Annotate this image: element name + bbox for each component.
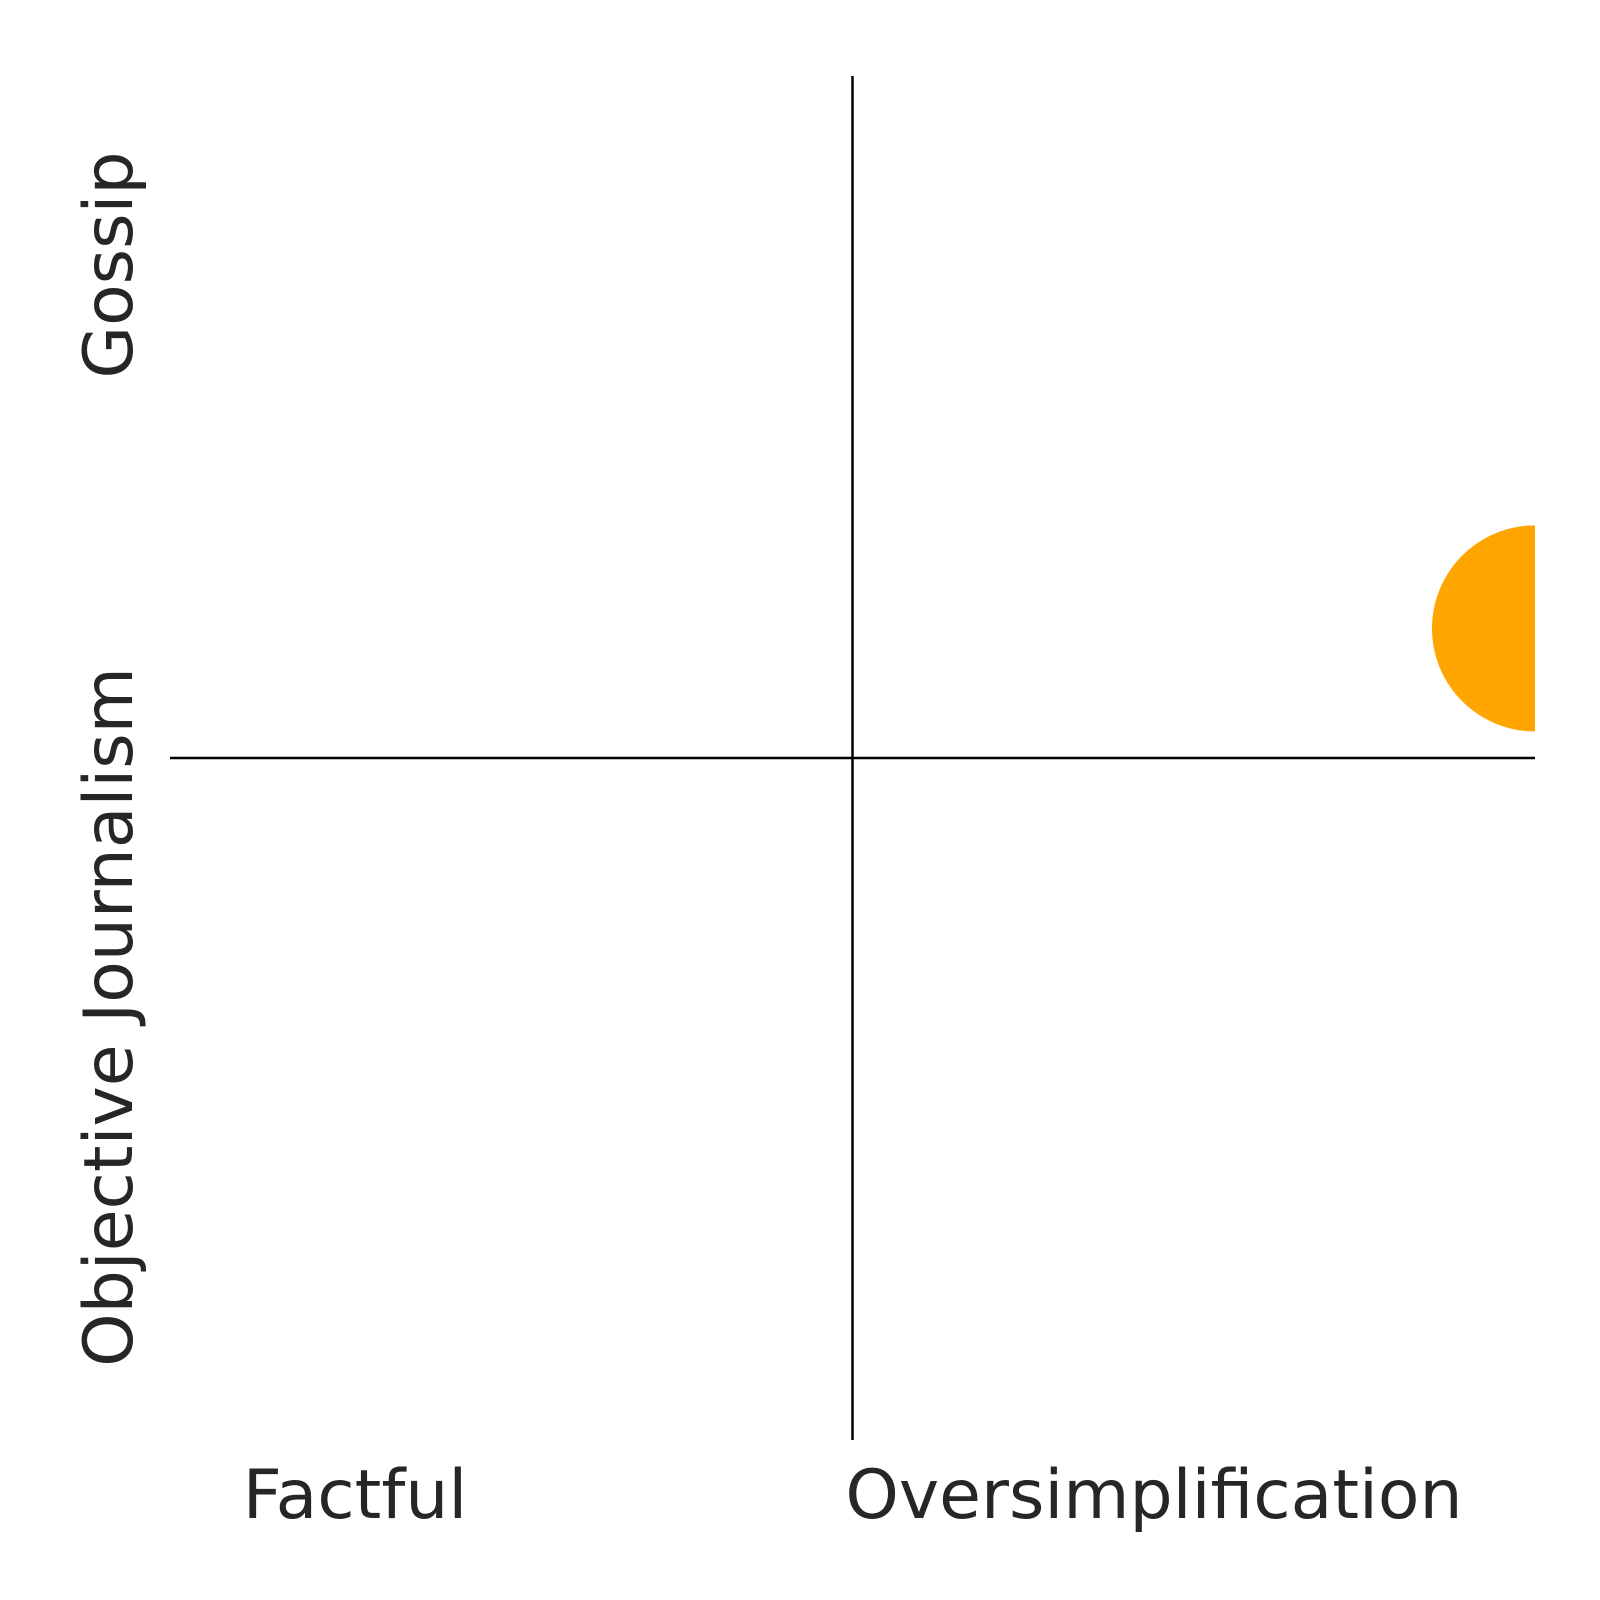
x-axis-label-left: Factful [243, 1456, 468, 1535]
y-axis-label-top: Gossip [70, 151, 149, 378]
data-point-1 [1432, 525, 1535, 732]
x-axis-label-right: Oversimplification [845, 1456, 1462, 1535]
points-layer [1432, 525, 1535, 732]
y-axis-label-bottom: Objective Journalism [70, 667, 149, 1367]
